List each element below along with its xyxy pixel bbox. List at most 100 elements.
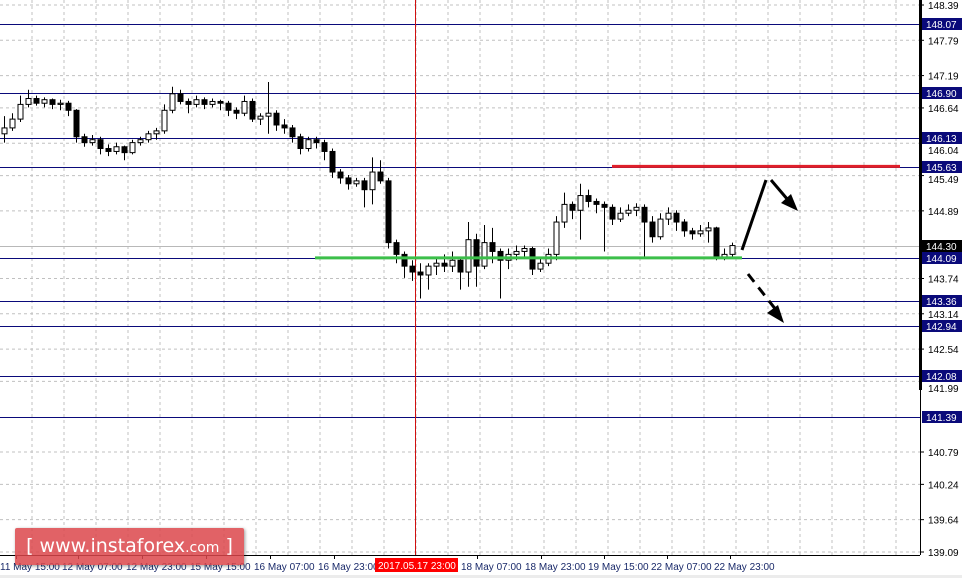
- candle-body: [697, 230, 704, 235]
- candle-body: [649, 221, 656, 238]
- candle-body: [185, 100, 192, 105]
- level-price-badge: [922, 411, 962, 423]
- candle-body: [561, 203, 568, 223]
- x-tick-label: 11 May 15:00: [0, 562, 60, 573]
- x-tick-label: 18 May 07:00: [461, 562, 522, 573]
- level-price-badge: [922, 18, 962, 30]
- level-price-label: 142.94: [926, 322, 957, 333]
- candle-body: [49, 99, 56, 105]
- level-price-badge: [922, 161, 962, 173]
- x-tick-label: 22 May 23:00: [714, 562, 775, 573]
- candle-body: [729, 245, 736, 255]
- level-price-badge: [922, 370, 962, 382]
- candle-body: [105, 148, 112, 152]
- candle-body: [713, 227, 720, 258]
- watermark-bracket: [: [26, 535, 34, 557]
- candle-body: [17, 103, 24, 120]
- candle-body: [585, 195, 592, 202]
- candle-body: [33, 98, 40, 104]
- candle-body: [457, 259, 464, 273]
- crosshair-time-badge: [375, 558, 458, 572]
- level-price-label: 145.63: [926, 163, 957, 174]
- candle-body: [465, 239, 472, 273]
- level-price-label: 144.09: [926, 254, 957, 265]
- level-price-badge: [922, 320, 962, 332]
- candle-body: [705, 227, 712, 232]
- candle-body: [113, 146, 120, 152]
- level-price-label: 148.07: [926, 20, 957, 31]
- current-price-badge: [922, 240, 962, 252]
- candle-body: [129, 142, 136, 154]
- candle-body: [489, 242, 496, 252]
- candle-body: [41, 99, 48, 104]
- bottom-border: [0, 575, 962, 578]
- candle-body: [537, 262, 544, 270]
- y-tick-label: 142.54: [928, 345, 959, 356]
- candle-body: [425, 265, 432, 276]
- candle-body: [449, 259, 456, 267]
- candle-body: [329, 150, 336, 173]
- candle-body: [345, 177, 352, 185]
- level-price-label: 142.08: [926, 372, 957, 383]
- candle-body: [521, 248, 528, 252]
- y-tick-label: 140.79: [928, 448, 959, 459]
- scenario-arrow-down-shaft: [769, 179, 790, 201]
- candle-body: [273, 112, 280, 126]
- x-tick-label: 19 May 15:00: [588, 562, 649, 573]
- y-tick-label: 139.64: [928, 516, 959, 527]
- candle-body: [209, 100, 216, 105]
- candle-body: [217, 100, 224, 104]
- candle-body: [569, 203, 576, 211]
- x-tick-label: 16 May 07:00: [254, 562, 315, 573]
- level-price-badge: [922, 132, 962, 144]
- candle-body: [257, 115, 264, 120]
- y-tick-label: 143.74: [928, 275, 959, 286]
- candle-body: [177, 93, 184, 102]
- candle-body: [441, 262, 448, 267]
- candle-body: [337, 171, 344, 179]
- x-tick-label: 12 May 23:00: [126, 562, 187, 573]
- candle-body: [97, 139, 104, 150]
- x-tick-label: 22 May 07:00: [651, 562, 712, 573]
- y-tick-label: 146.04: [928, 146, 959, 157]
- candle-body: [89, 139, 96, 144]
- candle-body: [249, 100, 256, 120]
- candle-body: [657, 218, 664, 238]
- candle-body: [265, 112, 272, 117]
- level-price-badge: [922, 87, 962, 99]
- candle-body: [201, 99, 208, 105]
- candle-body: [57, 102, 64, 105]
- candle-body: [369, 171, 376, 191]
- level-price-label: 143.36: [926, 297, 957, 308]
- x-tick-label: 16 May 23:00: [318, 562, 379, 573]
- candle-body: [609, 206, 616, 220]
- candle-body: [433, 262, 440, 267]
- candle-body: [665, 212, 672, 220]
- candle-body: [681, 221, 688, 232]
- y-tick-label: 140.24: [928, 480, 959, 491]
- candle-body: [153, 130, 160, 135]
- level-price-label: 146.13: [926, 134, 957, 145]
- y-tick-label: 144.89: [928, 207, 959, 218]
- watermark-bracket: ]: [225, 535, 233, 557]
- candle-body: [689, 230, 696, 235]
- candle-body: [25, 98, 32, 105]
- y-tick-label: 147.19: [928, 72, 959, 83]
- level-price-label: 141.39: [926, 413, 957, 424]
- watermark-tld: .com: [185, 540, 220, 556]
- y-tick-label: 139.09: [928, 548, 959, 559]
- scenario-up-line: [740, 179, 768, 251]
- candle-body: [193, 99, 200, 105]
- candle-body: [241, 100, 248, 114]
- candle-body: [481, 242, 488, 267]
- y-tick-label: 141.99: [928, 384, 959, 395]
- y-tick-label: 145.49: [928, 175, 959, 186]
- candle-body: [401, 253, 408, 267]
- candle-body: [625, 209, 632, 214]
- candle-body: [641, 206, 648, 223]
- candle-body: [673, 212, 680, 223]
- candle-body: [297, 136, 304, 150]
- x-tick-label: 12 May 07:00: [62, 562, 123, 573]
- x-tick-label: 15 May 15:00: [190, 562, 251, 573]
